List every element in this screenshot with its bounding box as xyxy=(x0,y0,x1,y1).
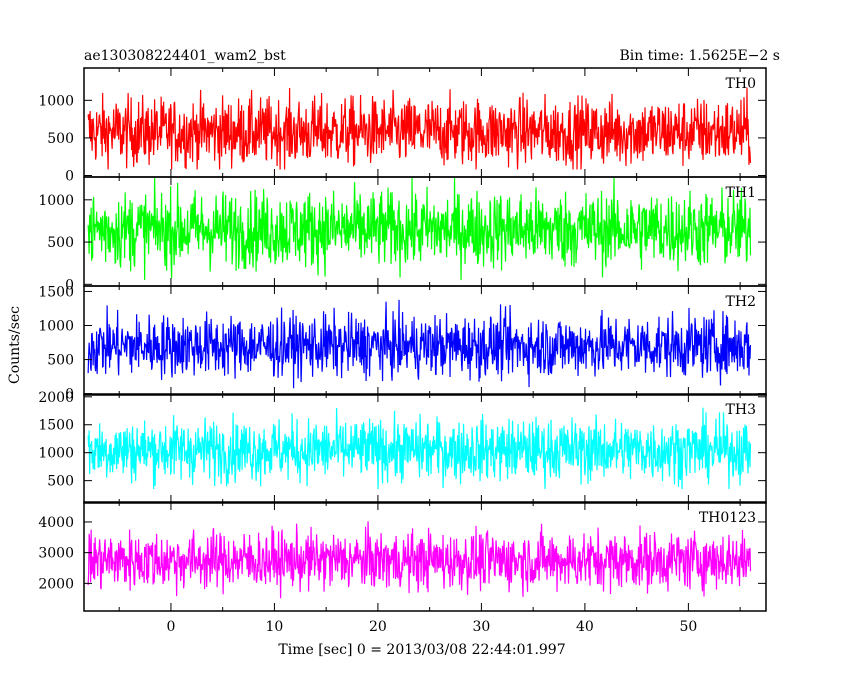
series-line-th2 xyxy=(87,299,752,389)
panel-label-th0: TH0 xyxy=(726,76,756,92)
y-tick-label: 500 xyxy=(47,353,74,369)
x-axis-label: Time [sec] 0 = 2013/03/08 22:44:01.997 xyxy=(278,642,565,658)
y-tick-label: 2000 xyxy=(38,576,74,592)
panel-frame-th3 xyxy=(83,393,767,504)
x-tick-label: 40 xyxy=(576,619,594,635)
y-tick-label: 500 xyxy=(47,235,74,251)
x-tick-label: 30 xyxy=(472,619,490,635)
y-tick-label: 0 xyxy=(65,168,74,184)
panel-label-th2: TH2 xyxy=(726,294,756,310)
y-tick-label: 1000 xyxy=(38,193,74,209)
chart-subtitle: Bin time: 1.5625E−2 s xyxy=(619,48,780,64)
y-tick-label: 4000 xyxy=(38,515,74,531)
x-tick-label: 10 xyxy=(266,619,284,635)
series-line-th0123 xyxy=(87,521,752,599)
panel-frame-th0123 xyxy=(83,501,767,612)
panel-frame-th2 xyxy=(83,285,767,396)
panel-label-th1: TH1 xyxy=(726,185,756,201)
y-tick-label: 1500 xyxy=(38,418,74,434)
y-tick-label: 2000 xyxy=(38,390,74,406)
y-tick-label: 3000 xyxy=(38,546,74,562)
y-tick-label: 500 xyxy=(47,131,74,147)
x-tick-label: 50 xyxy=(679,619,697,635)
panel-label-th3: TH3 xyxy=(726,402,756,418)
y-tick-label: 1500 xyxy=(38,284,74,300)
y-tick-label: 0 xyxy=(65,277,74,293)
y-tick-label: 1000 xyxy=(38,319,74,335)
x-tick-label: 0 xyxy=(166,619,175,635)
series-line-th3 xyxy=(87,407,752,490)
y-tick-label: 0 xyxy=(65,387,74,403)
y-tick-label: 500 xyxy=(47,474,74,490)
series-line-th0 xyxy=(87,87,752,170)
y-axis-label: Counts/sec xyxy=(7,306,23,384)
series-line-th1 xyxy=(87,177,752,281)
y-tick-label: 1000 xyxy=(38,93,74,109)
y-tick-label: 1000 xyxy=(38,446,74,462)
chart-title: ae130308224401_wam2_bst xyxy=(84,48,286,64)
panel-label-th0123: TH0123 xyxy=(699,510,756,526)
x-tick-label: 20 xyxy=(369,619,387,635)
